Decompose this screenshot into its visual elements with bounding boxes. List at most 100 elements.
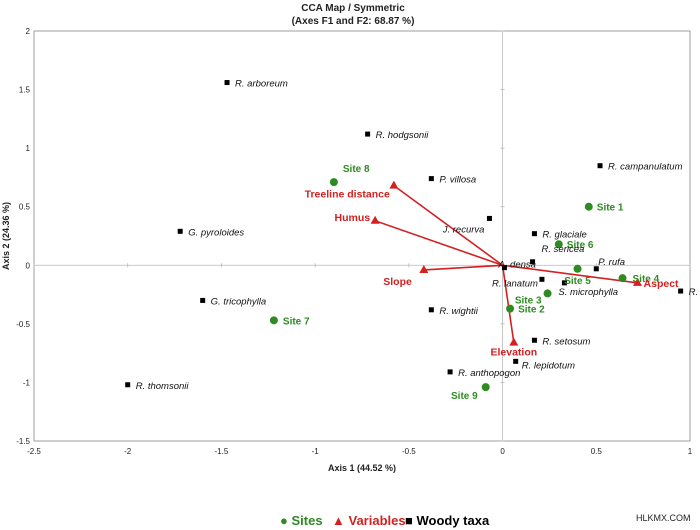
site-marker [573, 264, 582, 273]
y-tick-label: 0.5 [19, 203, 31, 212]
x-tick-label: -1 [312, 447, 320, 456]
variable-label: Slope [383, 276, 412, 288]
taxon-marker [561, 280, 567, 286]
site-marker [481, 383, 490, 392]
legend-sites: ● Sites [280, 513, 323, 528]
variable-arrow-line [501, 265, 515, 343]
taxon-marker [486, 215, 492, 221]
variable-label: Treeline distance [305, 189, 390, 201]
taxon-label: R. setosum [542, 336, 590, 347]
chart-title: CCA Map / Symmetric [301, 3, 405, 14]
site-marker [584, 202, 593, 211]
legend-variables-marker: ▲ [332, 513, 345, 528]
taxon-label: R. arboreum [235, 79, 288, 90]
site-marker [269, 316, 278, 325]
x-tick-label: -2 [124, 447, 132, 456]
legend-taxa-marker: ■ [405, 513, 413, 528]
taxon-marker [125, 382, 131, 388]
taxon-marker [177, 228, 183, 234]
x-tick-label: -0.5 [402, 447, 416, 456]
site-label: Site 4 [633, 274, 660, 285]
x-tick-label: -2.5 [27, 447, 41, 456]
site-label: Site 2 [518, 305, 545, 316]
x-tick-label: -1.5 [215, 447, 229, 456]
taxon-marker [200, 297, 206, 303]
variable-marker [419, 264, 429, 273]
y-tick-label: -0.5 [16, 320, 30, 329]
taxon-marker [224, 80, 230, 86]
chart-subtitle: (Axes F1 and F2: 68.87 %) [292, 16, 415, 27]
site-marker [543, 289, 552, 298]
y-tick-label: -1.5 [16, 437, 30, 446]
taxon-label: R. fulgens [689, 287, 700, 298]
taxon-label: R. hodgsonii [376, 130, 430, 141]
site-label: Site 7 [283, 316, 310, 327]
taxon-marker [513, 358, 519, 364]
variable-label: Aspect [644, 278, 680, 290]
taxon-marker [428, 307, 434, 313]
taxon-label: R. lepidotum [522, 360, 575, 371]
legend-sites-label: Sites [291, 513, 323, 528]
variable-arrow-line [374, 220, 503, 267]
variable-marker [633, 277, 643, 286]
taxon-marker [365, 131, 371, 137]
taxon-label: R. anthopogon [458, 368, 520, 379]
site-marker [506, 304, 515, 313]
site-marker [329, 178, 338, 187]
taxon-label: R. thomsonii [136, 381, 190, 392]
taxon-marker [539, 276, 545, 282]
site-marker [618, 274, 627, 283]
x-axis-label: Axis 1 (44.52 %) [328, 463, 396, 473]
variable-arrow-line [423, 264, 503, 271]
taxon-label: R. sericea [542, 244, 585, 255]
taxon-marker [531, 231, 537, 237]
y-tick-label: 2 [26, 27, 31, 36]
variable-label: Humus [335, 212, 371, 224]
legend-sites-marker: ● [280, 513, 288, 528]
taxon-label: R. lanatum [492, 278, 538, 289]
legend-variables-label: Variables [348, 513, 406, 528]
taxon-marker [593, 266, 599, 272]
taxon-marker [501, 265, 507, 271]
variable-arrow-line [502, 264, 638, 284]
variable-marker [389, 180, 399, 189]
legend: ● Sites ▲ Variables ■ Woody taxa [0, 511, 700, 530]
taxon-marker [531, 337, 537, 343]
taxon-label: J. recurva [442, 224, 485, 235]
variable-marker [370, 215, 380, 224]
taxon-marker [678, 288, 684, 294]
taxon-label: P. villosa [439, 175, 476, 186]
taxon-label: R. campanulatum [608, 162, 683, 173]
x-tick-label: 0 [500, 447, 505, 456]
legend-taxa-label: Woody taxa [416, 513, 490, 528]
site-label: Site 8 [343, 164, 370, 175]
taxon-label: P. rufa [598, 257, 625, 268]
site-label: Site 1 [597, 203, 624, 214]
site-label: Site 6 [567, 240, 594, 251]
y-tick-label: -1 [23, 378, 31, 387]
y-axis-label: Axis 2 (24.36 %) [1, 202, 11, 270]
x-tick-label: 0.5 [591, 447, 603, 456]
y-tick-label: 0 [26, 261, 31, 270]
variable-arrow-line [393, 184, 504, 266]
taxon-label: A. densa [497, 260, 535, 271]
y-tick-label: 1.5 [19, 86, 31, 95]
point-marks [125, 80, 684, 392]
site-label: Site 3 [515, 295, 542, 306]
x-tick-label: 1 [688, 447, 693, 456]
taxon-marker [428, 176, 434, 182]
taxon-label: R. glaciale [542, 230, 586, 241]
site-marker [554, 240, 563, 249]
taxon-label: R. wightii [439, 306, 478, 317]
legend-variables: ▲ Variables [332, 513, 406, 528]
taxon-label: G. pyroloides [188, 227, 244, 238]
axes-layer [34, 31, 690, 441]
site-label: Site 9 [451, 391, 478, 402]
variable-label: Elevation [490, 347, 537, 359]
variable-marker [509, 337, 519, 346]
ticks-layer: -2.5 -2 -1.5 -1 -0.5 0 0.5 1 -1.5 -1 -0.5 0 0.5 1 1.5 2 [16, 27, 693, 456]
taxon-marker [447, 369, 453, 375]
taxon-label: S. microphylla [558, 287, 618, 298]
